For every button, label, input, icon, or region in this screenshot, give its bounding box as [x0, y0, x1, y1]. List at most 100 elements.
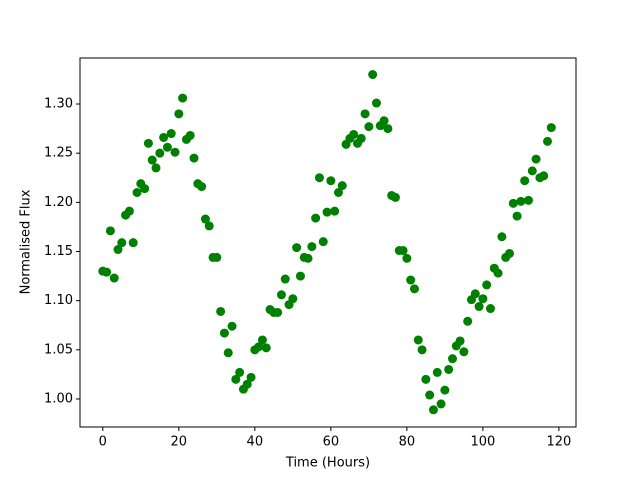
y-tick-label: 1.10 — [44, 293, 73, 308]
point — [257, 335, 267, 345]
point — [227, 321, 237, 331]
y-tick-label: 1.00 — [44, 391, 73, 406]
point — [132, 188, 142, 198]
point — [417, 345, 427, 355]
point — [204, 221, 214, 231]
point — [542, 136, 552, 146]
point — [516, 196, 526, 206]
point — [436, 399, 446, 409]
point — [280, 274, 290, 284]
point — [117, 238, 127, 248]
point — [231, 374, 241, 384]
x-tick-label: 0 — [99, 435, 107, 450]
point — [109, 273, 119, 283]
point — [124, 206, 134, 216]
point — [197, 182, 207, 192]
point — [432, 367, 442, 377]
point — [413, 335, 423, 345]
point — [242, 379, 252, 389]
point — [166, 129, 176, 139]
point — [200, 214, 210, 224]
point — [371, 98, 381, 108]
point — [440, 385, 450, 395]
point — [155, 148, 165, 158]
x-axis-label: Time (Hours) — [285, 456, 370, 471]
point — [303, 253, 313, 263]
point — [478, 294, 488, 304]
point — [189, 153, 199, 163]
point — [261, 343, 271, 353]
point — [421, 374, 431, 384]
point — [295, 271, 305, 281]
point — [333, 188, 343, 198]
point — [512, 211, 522, 221]
point — [292, 243, 302, 253]
point — [497, 232, 507, 242]
point — [113, 245, 123, 255]
point — [527, 166, 537, 176]
x-tick-label: 20 — [171, 435, 188, 450]
point — [390, 192, 400, 202]
point — [235, 367, 245, 377]
point — [314, 173, 324, 183]
x-tick-label: 120 — [546, 435, 571, 450]
point — [159, 132, 169, 142]
point — [307, 242, 317, 252]
point — [178, 93, 188, 103]
point — [398, 246, 408, 256]
point — [147, 155, 157, 165]
point — [330, 206, 340, 216]
point — [322, 207, 332, 217]
point — [273, 307, 283, 317]
point — [288, 294, 298, 304]
x-tick-label: 60 — [323, 435, 340, 450]
point — [216, 306, 226, 316]
point — [425, 390, 435, 400]
plot-frame — [79, 57, 577, 428]
point — [219, 328, 229, 338]
point — [318, 237, 328, 247]
point — [428, 405, 438, 415]
point — [531, 154, 541, 164]
x-tick-label: 80 — [399, 435, 416, 450]
point — [170, 147, 180, 157]
point — [174, 109, 184, 119]
point — [326, 176, 336, 186]
point — [523, 195, 533, 205]
point — [311, 213, 321, 223]
point — [151, 163, 161, 173]
y-tick-label: 1.25 — [44, 146, 73, 161]
point — [212, 252, 222, 262]
point — [447, 354, 457, 364]
point — [356, 133, 366, 143]
point — [474, 302, 484, 312]
point — [383, 124, 393, 134]
point — [409, 284, 419, 294]
y-tick-label: 1.30 — [44, 97, 73, 112]
point — [360, 109, 370, 119]
point — [493, 268, 503, 278]
x-tick-label: 100 — [470, 435, 495, 450]
point — [185, 130, 195, 140]
point — [254, 342, 264, 352]
y-axis-label: Normalised Flux — [19, 189, 34, 294]
point — [508, 198, 518, 208]
y-tick-label: 1.15 — [44, 244, 73, 259]
point — [406, 275, 416, 285]
point — [402, 253, 412, 263]
point — [140, 184, 150, 194]
point — [246, 372, 256, 382]
point — [349, 129, 359, 139]
point — [504, 248, 514, 258]
point — [162, 142, 172, 152]
point — [102, 267, 112, 277]
point — [459, 347, 469, 357]
point — [368, 70, 378, 80]
point — [539, 171, 549, 181]
point — [455, 336, 465, 346]
point — [463, 316, 473, 326]
point — [379, 116, 389, 126]
point — [546, 123, 556, 133]
point — [520, 176, 530, 186]
